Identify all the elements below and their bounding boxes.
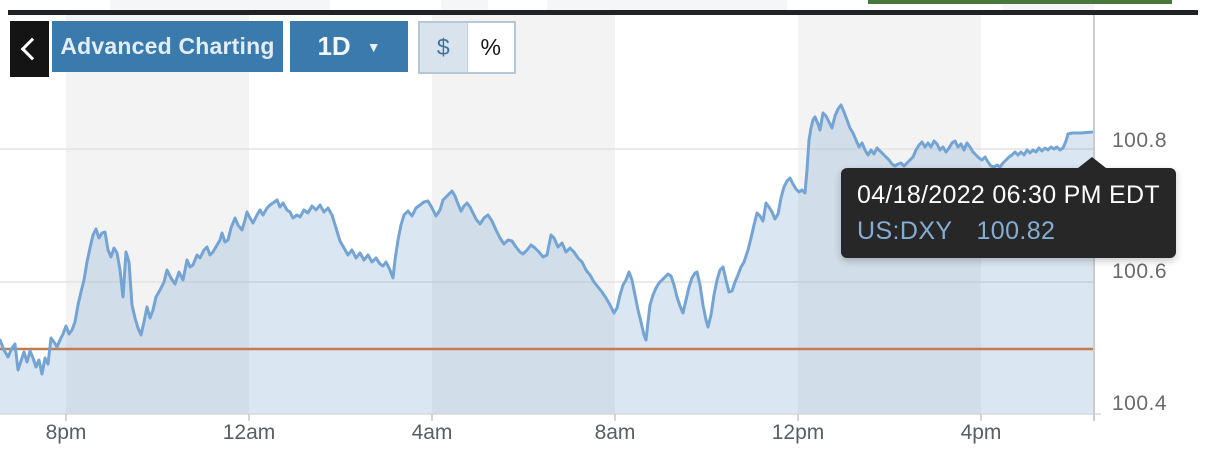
- page-remnant: [441, 0, 488, 10]
- dollar-toggle-option[interactable]: $: [420, 23, 468, 72]
- page-remnant: [110, 0, 330, 10]
- page-remnant: [1003, 0, 1094, 10]
- x-axis-label: 12pm: [772, 421, 825, 444]
- y-axis-label: 100.8: [1112, 129, 1167, 152]
- y-axis-label: 100.4: [1112, 392, 1167, 415]
- price-tooltip: 04/18/2022 06:30 PM EDT US:DXY 100.82: [841, 157, 1176, 258]
- advanced-charting-button[interactable]: Advanced Charting: [52, 21, 283, 72]
- green-accent-bar: [868, 0, 1172, 4]
- chevron-down-icon: ▼: [366, 38, 381, 55]
- background-band: [66, 15, 249, 414]
- x-axis-label: 12am: [223, 421, 276, 444]
- percent-toggle-option[interactable]: %: [467, 23, 514, 72]
- x-axis-label: 8am: [595, 421, 636, 444]
- page-remnant: [547, 0, 787, 10]
- back-button[interactable]: [10, 21, 49, 77]
- x-axis-label: 4am: [412, 421, 453, 444]
- chevron-left-icon: [20, 37, 44, 61]
- price-area-fill: [0, 105, 1093, 414]
- percent-label: %: [480, 34, 501, 60]
- range-dropdown[interactable]: 1D ▼: [290, 21, 408, 72]
- tooltip-symbol: US:DXY: [857, 217, 953, 245]
- tooltip-date: 04/18/2022 06:30 PM EDT: [857, 181, 1160, 209]
- tooltip-value: 100.82: [976, 217, 1056, 245]
- top-black-bar: [8, 10, 1198, 15]
- price-line: [0, 103, 1095, 376]
- dollar-label: $: [436, 34, 450, 60]
- background-band: [432, 15, 615, 414]
- range-label: 1D: [317, 31, 351, 61]
- advanced-charting-label: Advanced Charting: [60, 33, 275, 59]
- unit-toggle: $ %: [418, 21, 516, 74]
- x-axis-label: 4pm: [961, 421, 1002, 444]
- x-axis-label: 8pm: [46, 421, 87, 444]
- tooltip-caret: [1078, 157, 1106, 168]
- y-axis-label: 100.6: [1112, 260, 1167, 283]
